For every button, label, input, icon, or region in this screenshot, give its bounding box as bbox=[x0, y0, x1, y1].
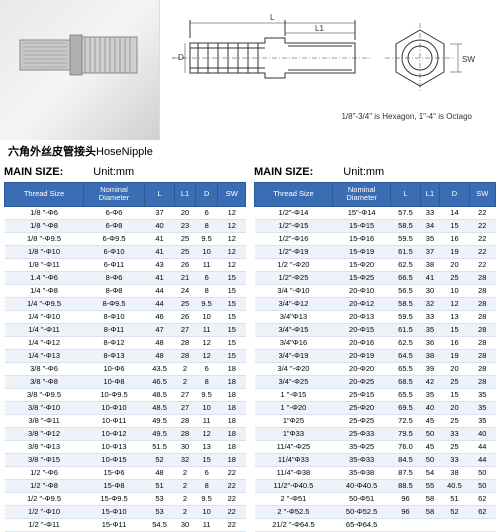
main-size-label-left: MAIN SIZE:Unit:mm bbox=[4, 162, 246, 182]
table-row: 3/4"Φ1620-Φ1662.5361628 bbox=[255, 336, 496, 349]
table-row: 1"Φ3325-Φ3379.5503340 bbox=[255, 427, 496, 440]
table-row: 1/2 "-Φ1115-Φ1154.5301122 bbox=[5, 518, 246, 531]
table-row: 3/8 "-Φ1010-Φ1048.5271018 bbox=[5, 401, 246, 414]
table-row: 3/4 "-Φ1020-Φ1056.5301028 bbox=[255, 284, 496, 297]
col-header: Thread Size bbox=[255, 183, 333, 207]
table-row: 11/2"-Φ40.540-Φ40.588.55540.550 bbox=[255, 479, 496, 492]
top-section: L L1 D SW 1/8"-3/4" is Hexagon, 1"-4" is… bbox=[0, 0, 500, 140]
table-row: 1"Φ2525-Φ2572.5452535 bbox=[255, 414, 496, 427]
table-row: 1.4 "-Φ68-Φ64121615 bbox=[5, 271, 246, 284]
size-table-right: Thread SizeNominalDiameterLL1DSW 1/2"-Φ1… bbox=[254, 182, 496, 532]
table-row: 3/4"Φ1320-Φ1359.5331328 bbox=[255, 310, 496, 323]
product-photo bbox=[0, 0, 160, 140]
title-en: HoseNipple bbox=[96, 146, 153, 158]
table-row: 11/4"Φ3335-Φ3384.5503344 bbox=[255, 453, 496, 466]
technical-diagram: L L1 D SW 1/8"-3/4" is Hexagon, 1"-4" is… bbox=[160, 0, 500, 140]
table-row: 3/8 "-Φ1510-Φ1552321518 bbox=[5, 453, 246, 466]
table-row: 1/8 "-Φ106-Φ1041251012 bbox=[5, 245, 246, 258]
table-row: 1/4 "-Φ88-Φ84424815 bbox=[5, 284, 246, 297]
table-row: 1/8 "-Φ66-Φ63720612 bbox=[5, 206, 246, 219]
table-row: 3/4"-Φ2520-Φ2568.5422528 bbox=[255, 375, 496, 388]
table-row: 2 "-Φ52.550-Φ52.596585262 bbox=[255, 505, 496, 518]
diagram-note: 1/8"-3/4" is Hexagon, 1"-4" is Octago bbox=[168, 112, 492, 121]
table-row: 3/8 "-Φ1210-Φ1249.5281218 bbox=[5, 427, 246, 440]
table-row: 1/4 "-Φ138-Φ1348281215 bbox=[5, 349, 246, 362]
table-row: 3/4"-Φ1520-Φ1561.5351528 bbox=[255, 323, 496, 336]
table-row: 3/4 "-Φ2020-Φ2065.5392028 bbox=[255, 362, 496, 375]
table-row: 1/2"-Φ1515-Φ1558.5341522 bbox=[255, 219, 496, 232]
table-row: 1/4 "-Φ9.58-Φ9.544259.515 bbox=[5, 297, 246, 310]
table-row: 21/2 "-Φ64.565-Φ64.5 bbox=[255, 518, 496, 531]
svg-text:L: L bbox=[270, 13, 275, 22]
size-table-left: Thread SizeNominalDiameterLL1DSW 1/8 "-Φ… bbox=[4, 182, 246, 532]
table-row: 1/2 "-Φ2015-Φ2062.5382022 bbox=[255, 258, 496, 271]
table-row: 1 "-Φ1525-Φ1565.5351535 bbox=[255, 388, 496, 401]
col-header: NominalDiameter bbox=[332, 183, 391, 207]
table-row: 1/2 "-Φ815-Φ8512822 bbox=[5, 479, 246, 492]
col-header: L bbox=[144, 183, 174, 207]
table-row: 1/2"-Φ2515-Φ2566.5412528 bbox=[255, 271, 496, 284]
table-row: 1/2"-Φ1615-Φ1659.5351622 bbox=[255, 232, 496, 245]
col-header: D bbox=[195, 183, 218, 207]
col-header: SW bbox=[218, 183, 246, 207]
table-row: 1/8 "-Φ116-Φ1143261112 bbox=[5, 258, 246, 271]
col-header: SW bbox=[469, 183, 496, 207]
table-row: 3/4"-Φ1220-Φ1258.5321228 bbox=[255, 297, 496, 310]
col-header: D bbox=[440, 183, 469, 207]
table-row: 1/4 "-Φ118-Φ1147271115 bbox=[5, 323, 246, 336]
table-row: 1/2 "-Φ9.515-Φ9.55329.522 bbox=[5, 492, 246, 505]
main-size-label-right: MAIN SIZE:Unit:mm bbox=[254, 162, 496, 182]
svg-text:D: D bbox=[178, 53, 184, 62]
col-header: Thread Size bbox=[5, 183, 84, 207]
table-row: 1/4 "-Φ108-Φ1046261015 bbox=[5, 310, 246, 323]
col-header: NominalDiameter bbox=[84, 183, 145, 207]
table-row: 3/8 "-Φ810-Φ846.52818 bbox=[5, 375, 246, 388]
table-row: 1/8 "-Φ86-Φ84023812 bbox=[5, 219, 246, 232]
title-cn: 六角外丝皮管接头 bbox=[8, 146, 96, 158]
col-header: L1 bbox=[420, 183, 440, 207]
table-row: 1 "-Φ2025-Φ2069.5402035 bbox=[255, 401, 496, 414]
svg-text:L1: L1 bbox=[315, 24, 324, 33]
table-row: 1/8 "-Φ9.56-Φ9.541259.512 bbox=[5, 232, 246, 245]
table-row: 3/8 "-Φ610-Φ643.52618 bbox=[5, 362, 246, 375]
col-header: L bbox=[391, 183, 420, 207]
col-header: L1 bbox=[175, 183, 196, 207]
table-row: 1/4 "-Φ128-Φ1248281215 bbox=[5, 336, 246, 349]
table-row: 3/8 "-Φ9.510-Φ9.548.5279.518 bbox=[5, 388, 246, 401]
table-row: 3/8 "-Φ1310-Φ1351.5301318 bbox=[5, 440, 246, 453]
table-row: 1/2"-Φ1915-Φ1961.5371922 bbox=[255, 245, 496, 258]
table-row: 1/2"-Φ1415"-Φ1457.5331422 bbox=[255, 206, 496, 219]
table-row: 3/8 "-Φ1110-Φ1149.5281118 bbox=[5, 414, 246, 427]
table-row: 2 "-Φ5150-Φ5196585162 bbox=[255, 492, 496, 505]
table-row: 11/4"-Φ2535-Φ2576.0452544 bbox=[255, 440, 496, 453]
svg-text:SW: SW bbox=[462, 55, 475, 64]
table-row: 11/4"-Φ3835-Φ3887.5543850 bbox=[255, 466, 496, 479]
product-title: 六角外丝皮管接头HoseNipple bbox=[0, 140, 500, 162]
table-row: 1/2 "-Φ615-Φ6482622 bbox=[5, 466, 246, 479]
table-row: 1/2 "-Φ1015-Φ105321022 bbox=[5, 505, 246, 518]
table-row: 3/4"-Φ1920-Φ1964.5381928 bbox=[255, 349, 496, 362]
